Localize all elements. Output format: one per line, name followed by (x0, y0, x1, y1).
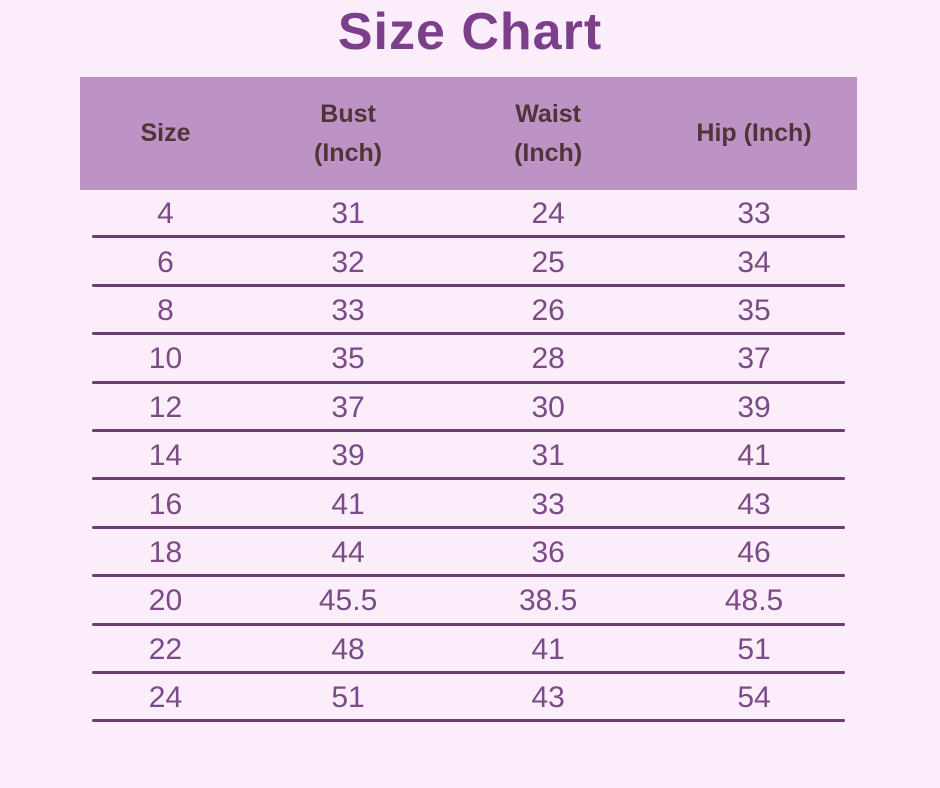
table-row: 12 37 30 39 (80, 384, 857, 433)
page-title: Size Chart (337, 3, 603, 61)
table-cell: 31 (331, 197, 365, 231)
table-cell: 16 (148, 487, 183, 521)
table-cell: 34 (737, 245, 771, 279)
table-cell: 33 (737, 197, 771, 231)
table-cell: 26 (531, 293, 565, 327)
table-cell: 35 (737, 293, 771, 327)
table-cell: 36 (531, 535, 565, 569)
table-cell: 14 (148, 439, 183, 473)
table-row: 18 44 36 46 (80, 529, 857, 578)
table-header-row: Size Bust (Inch) Waist (Inch) Hip (Inch) (80, 77, 857, 190)
table-cell: 48 (331, 632, 365, 666)
table-cell: 48.5 (724, 584, 784, 618)
table-row: 14 39 31 41 (80, 432, 857, 481)
table-cell: 33 (531, 487, 565, 521)
table-row: 10 35 28 37 (80, 335, 857, 384)
table-cell: 30 (531, 390, 565, 424)
table-cell: 45.5 (318, 584, 378, 618)
table-cell: 38.5 (518, 584, 578, 618)
table-row: 4 31 24 33 (80, 190, 857, 239)
table-cell: 41 (737, 439, 771, 473)
column-header-size: Size (80, 114, 251, 153)
table-cell: 25 (531, 245, 565, 279)
table-cell: 32 (331, 245, 365, 279)
table-cell: 51 (331, 681, 365, 715)
table-cell: 33 (331, 293, 365, 327)
table-cell: 24 (148, 681, 183, 715)
table-cell: 31 (531, 439, 565, 473)
table-cell: 37 (737, 342, 771, 376)
column-header-line: Waist (515, 99, 581, 128)
column-header-line: (Inch) (314, 138, 383, 167)
column-header-line: Size (140, 119, 191, 148)
table-cell: 24 (531, 197, 565, 231)
table-cell: 12 (148, 390, 183, 424)
table-cell: 51 (737, 632, 771, 666)
table-cell: 35 (331, 342, 365, 376)
table-cell: 4 (157, 197, 174, 231)
table-cell: 46 (737, 535, 771, 569)
column-header-line: Hip (Inch) (696, 119, 812, 148)
table-cell: 22 (148, 632, 183, 666)
table-row: 6 32 25 34 (80, 238, 857, 288)
table-cell: 8 (157, 293, 174, 327)
table-cell: 18 (148, 535, 183, 569)
column-header-line: (Inch) (514, 138, 583, 167)
table-cell: 54 (737, 681, 771, 715)
column-header-hip-inch: Hip (Inch) (651, 114, 857, 153)
table-row: 20 45.5 38.5 48.5 (80, 577, 857, 626)
table-cell: 20 (148, 584, 183, 618)
table-cell: 43 (531, 681, 565, 715)
table-body: 4 31 24 33 6 32 25 34 8 33 26 35 10 35 28 37 12 37 30 39 14 3… (80, 190, 857, 723)
table-cell: 39 (737, 390, 771, 424)
table-cell: 39 (331, 439, 365, 473)
table-cell: 37 (331, 390, 365, 424)
table-cell: 41 (331, 487, 365, 521)
table-cell: 10 (148, 342, 183, 376)
table-cell: 44 (331, 535, 365, 569)
table-row: 16 41 33 43 (80, 480, 857, 530)
table-row: 24 51 43 54 (80, 674, 857, 723)
table-cell: 28 (531, 342, 565, 376)
table-cell: 6 (157, 245, 174, 279)
column-header-waist-inch: Waist (Inch) (445, 95, 651, 173)
size-table: Size Bust (Inch) Waist (Inch) Hip (Inch) 4 31 2… (80, 77, 857, 723)
table-cell: 41 (531, 632, 565, 666)
table-row: 22 48 41 51 (80, 626, 857, 675)
table-cell: 43 (737, 487, 771, 521)
column-header-bust-inch: Bust (Inch) (251, 95, 445, 173)
table-row: 8 33 26 35 (80, 287, 857, 336)
column-header-line: Bust (320, 99, 376, 128)
